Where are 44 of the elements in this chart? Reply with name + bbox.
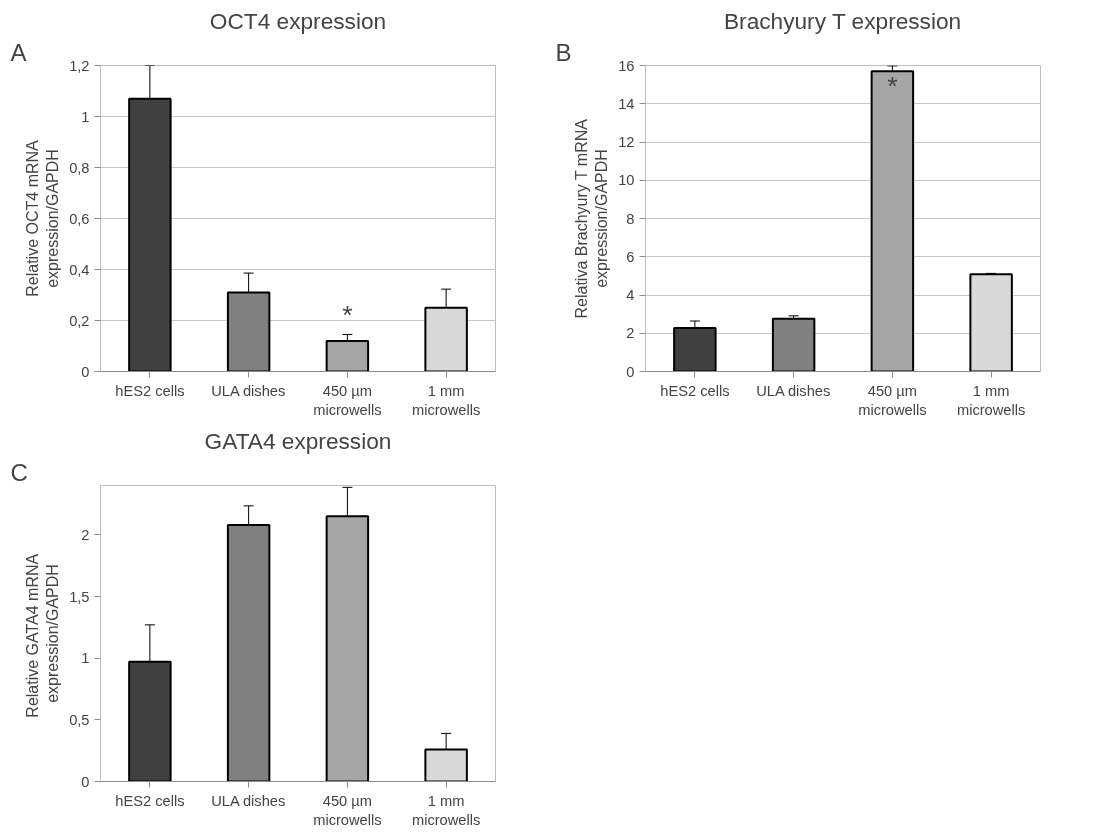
x-tick-label: 450 µm microwells <box>313 792 382 828</box>
y-axis-title: Relativa Brachyury T mRNA expression/GAPDH <box>572 118 611 319</box>
y-tick-label: 16 <box>618 57 635 74</box>
annotation: * <box>887 70 898 101</box>
x-tick-label: hES2 cells <box>115 792 185 809</box>
x-tick-label: ULA dishes <box>211 382 286 399</box>
text: B <box>555 38 572 66</box>
y-tick-label: 1 <box>81 650 90 667</box>
text: A <box>10 38 27 66</box>
x-tick-label: 1 mm microwells <box>411 382 481 418</box>
y-tick-label: 0 <box>81 773 90 790</box>
x-tick-label: ULA dishes <box>756 382 831 399</box>
y-tick-label: 1 <box>81 108 90 125</box>
y-tick-label: 0,2 <box>69 312 90 329</box>
y-tick-label: 8 <box>626 210 635 227</box>
y-tick-label: 0 <box>81 363 90 380</box>
y-tick-label: 0,8 <box>69 159 90 176</box>
y-tick-label: 0 <box>626 363 635 380</box>
y-axis-title: Relative OCT4 mRNA expression/GAPDH <box>23 139 62 297</box>
y-tick-label: 10 <box>618 172 635 189</box>
x-tick-label: hES2 cells <box>660 382 730 399</box>
y-tick-label: 2 <box>626 325 635 342</box>
x-tick-label: hES2 cells <box>115 382 185 399</box>
x-tick-label: 450 µm microwells <box>858 382 927 418</box>
chart-title: Brachyury T expression <box>724 7 962 34</box>
y-tick-label: 0,4 <box>69 261 90 278</box>
y-tick-label: 0,6 <box>69 210 90 227</box>
y-tick-label: 4 <box>626 287 635 303</box>
y-tick-label: 6 <box>626 248 635 265</box>
annotation: * <box>342 300 353 331</box>
x-tick-label: 450 µm microwells <box>313 382 382 418</box>
y-tick-label: 14 <box>618 95 635 112</box>
x-tick-label: 1 mm microwells <box>411 792 481 828</box>
x-tick-label: 1 mm microwells <box>956 382 1026 418</box>
y-axis-title: Relative GATA4 mRNA expression/GAPDH <box>23 553 62 718</box>
text: C <box>10 458 28 486</box>
y-tick-label: 12 <box>618 134 635 150</box>
x-tick-label: ULA dishes <box>211 792 286 809</box>
chart-title: OCT4 expression <box>209 7 387 34</box>
y-tick-label: 1,5 <box>69 588 90 605</box>
y-tick-label: 0,5 <box>69 711 90 728</box>
y-tick-label: 2 <box>81 526 90 543</box>
y-tick-label: 1,2 <box>69 57 90 74</box>
chart-title: GATA4 expression <box>204 427 392 454</box>
